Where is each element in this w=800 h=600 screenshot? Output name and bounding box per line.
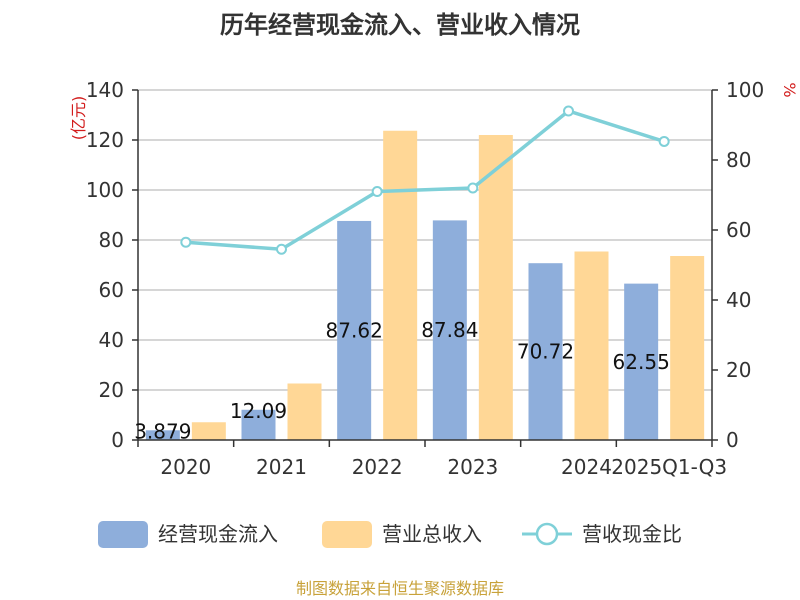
left-tick-label: 100 (86, 178, 124, 202)
x-tick-label: 2024 (561, 455, 612, 479)
x-tick-label: 2023 (447, 455, 498, 479)
right-tick-label: 20 (726, 358, 751, 382)
legend-swatch-ratio-marker (535, 522, 559, 546)
legend-label-cash-inflow: 经营现金流入 (158, 522, 278, 546)
ratio-point (658, 135, 670, 147)
right-tick-label: 100 (726, 78, 764, 102)
ratio-point (180, 236, 192, 248)
ratio-line (180, 105, 670, 255)
left-tick-label: 40 (99, 328, 124, 352)
bar-data-label: 87.84 (421, 318, 478, 342)
right-tick-label: 80 (726, 148, 751, 172)
left-tick-label: 120 (86, 128, 124, 152)
x-tick-label: 2021 (256, 455, 307, 479)
bar-data-label: 62.55 (613, 350, 670, 374)
ratio-polyline (185, 109, 665, 252)
bar-cash-inflow (528, 263, 563, 440)
ratio-point (563, 105, 574, 117)
bar-revenue (478, 135, 513, 440)
left-tick-label: 20 (99, 378, 124, 402)
left-tick-label: 140 (86, 78, 124, 102)
right-axis-unit: % (780, 82, 799, 97)
bar-revenue (383, 130, 418, 440)
legend: 经营现金流入 营业总收入 营收现金比 (98, 521, 682, 548)
bars (145, 130, 705, 440)
bar-data-label: 3.879 (134, 419, 191, 443)
left-tick-label: 60 (99, 278, 124, 302)
axes: 0 20 40 60 80 100 120 140 0 20 40 60 80 100 2020 2021 20… (86, 78, 764, 479)
bar-cash-inflow (624, 283, 659, 440)
bar-data-label: 70.72 (517, 340, 574, 364)
bar-revenue (191, 422, 226, 440)
right-tick-label: 60 (726, 218, 751, 242)
ratio-point (467, 182, 479, 194)
right-tick-label: 0 (726, 428, 739, 452)
chart-title: 历年经营现金流入、营业收入情况 (220, 11, 580, 39)
bar-revenue (670, 256, 705, 440)
legend-label-revenue: 营业总收入 (382, 522, 482, 546)
bar-cash-inflow (145, 430, 180, 440)
right-tick-label: 40 (726, 288, 751, 312)
legend-label-ratio: 营收现金比 (582, 522, 682, 546)
bar-data-label: 87.62 (326, 318, 383, 342)
left-tick-label: 80 (99, 228, 124, 252)
data-labels: 3.879 12.09 87.62 87.84 70.72 62.55 (134, 318, 670, 443)
legend-swatch-revenue (322, 521, 372, 548)
bar-data-label: 12.09 (230, 399, 287, 423)
ratio-point (276, 243, 287, 255)
bar-cash-inflow (432, 220, 467, 440)
bar-cash-inflow (241, 409, 276, 440)
bar-revenue (287, 383, 322, 440)
ratio-point (371, 186, 383, 197)
bar-cash-inflow (337, 220, 372, 440)
left-axis-unit: (亿元) (69, 96, 88, 141)
bar-revenue (574, 251, 609, 440)
source-note: 制图数据来自恒生聚源数据库 (296, 579, 504, 598)
legend-swatch-cash-inflow (98, 521, 148, 548)
left-tick-label: 0 (111, 428, 124, 452)
x-tick-label: 2025Q1-Q3 (611, 455, 727, 479)
x-tick-label: 2020 (160, 455, 211, 479)
x-tick-label: 2022 (352, 455, 403, 479)
